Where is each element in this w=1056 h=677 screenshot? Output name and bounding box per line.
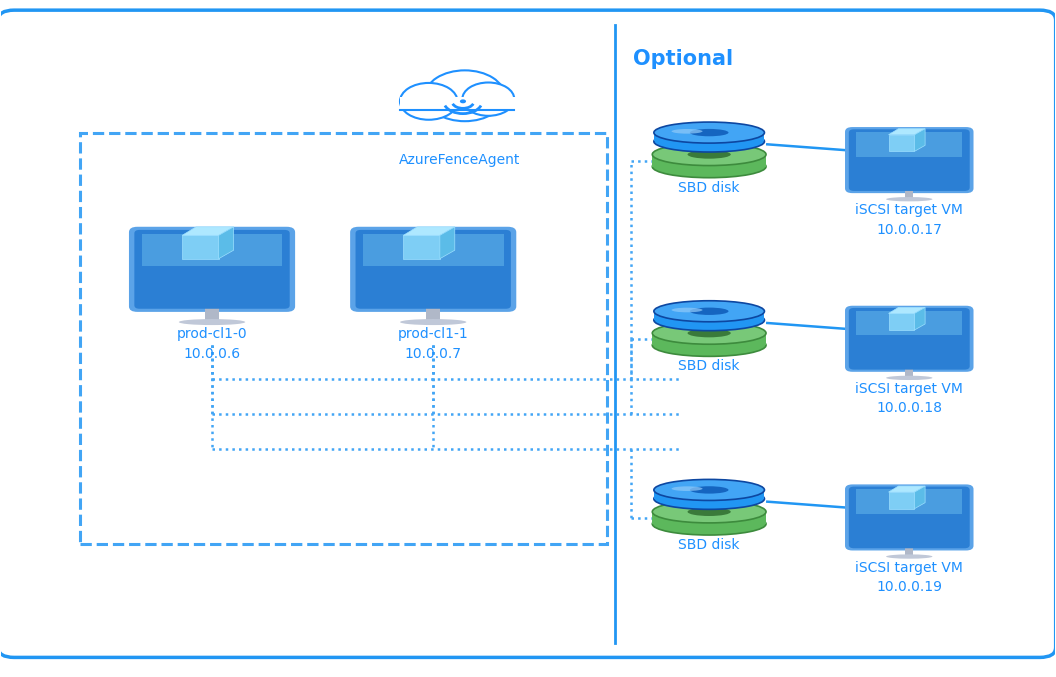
Text: prod-cl1-1
10.0.0.7: prod-cl1-1 10.0.0.7 — [398, 328, 469, 361]
Ellipse shape — [672, 307, 702, 312]
Bar — [205, 305, 220, 322]
Ellipse shape — [654, 488, 765, 509]
Ellipse shape — [653, 512, 766, 535]
Ellipse shape — [690, 486, 729, 494]
Polygon shape — [219, 227, 233, 259]
Ellipse shape — [672, 129, 702, 133]
Bar — [654, 311, 765, 320]
Ellipse shape — [654, 309, 765, 330]
Bar — [856, 132, 962, 157]
Bar — [905, 365, 913, 378]
Ellipse shape — [886, 376, 932, 380]
Bar — [426, 305, 440, 322]
Ellipse shape — [687, 150, 731, 158]
Ellipse shape — [654, 301, 765, 322]
FancyBboxPatch shape — [849, 308, 969, 370]
Bar — [363, 234, 504, 266]
Ellipse shape — [886, 197, 932, 201]
Ellipse shape — [653, 334, 766, 356]
Ellipse shape — [687, 508, 731, 516]
Polygon shape — [888, 486, 925, 492]
Polygon shape — [440, 227, 455, 259]
Ellipse shape — [672, 486, 702, 491]
Bar — [856, 311, 962, 335]
Ellipse shape — [178, 319, 245, 325]
Bar — [905, 544, 913, 556]
Polygon shape — [403, 227, 455, 236]
Ellipse shape — [687, 329, 731, 337]
FancyBboxPatch shape — [356, 230, 511, 309]
Bar — [654, 133, 765, 141]
FancyBboxPatch shape — [351, 227, 516, 312]
FancyBboxPatch shape — [0, 10, 1056, 657]
Polygon shape — [888, 307, 925, 313]
Text: AzureFenceAgent: AzureFenceAgent — [399, 153, 521, 167]
Text: Optional: Optional — [634, 49, 734, 68]
Polygon shape — [183, 236, 219, 259]
Bar — [80, 133, 607, 544]
Ellipse shape — [400, 319, 467, 325]
Text: iSCSI target VM
10.0.0.19: iSCSI target VM 10.0.0.19 — [855, 561, 963, 594]
Text: iSCSI target VM
10.0.0.17: iSCSI target VM 10.0.0.17 — [855, 203, 963, 237]
Circle shape — [426, 70, 505, 121]
Circle shape — [400, 83, 457, 120]
Text: prod-cl1-0
10.0.0.6: prod-cl1-0 10.0.0.6 — [176, 328, 247, 361]
Polygon shape — [888, 129, 925, 135]
Polygon shape — [914, 129, 925, 152]
Bar — [400, 97, 520, 110]
Text: SBD disk: SBD disk — [678, 181, 740, 195]
Bar — [142, 234, 282, 266]
FancyBboxPatch shape — [845, 485, 974, 550]
Ellipse shape — [690, 129, 729, 136]
Text: SBD disk: SBD disk — [678, 538, 740, 552]
Ellipse shape — [654, 122, 765, 143]
Text: iSCSI target VM
10.0.0.18: iSCSI target VM 10.0.0.18 — [855, 382, 963, 416]
Bar — [653, 333, 766, 345]
FancyBboxPatch shape — [849, 129, 969, 191]
Ellipse shape — [690, 307, 729, 315]
Ellipse shape — [654, 479, 765, 500]
FancyBboxPatch shape — [845, 127, 974, 193]
Bar — [653, 512, 766, 524]
Polygon shape — [403, 236, 440, 259]
Polygon shape — [888, 492, 914, 508]
FancyBboxPatch shape — [129, 227, 295, 312]
Text: SBD disk: SBD disk — [678, 359, 740, 374]
Bar — [856, 489, 962, 514]
Ellipse shape — [653, 144, 766, 166]
Circle shape — [463, 83, 514, 116]
Ellipse shape — [886, 554, 932, 559]
Ellipse shape — [653, 322, 766, 344]
FancyBboxPatch shape — [849, 487, 969, 548]
Circle shape — [459, 100, 466, 104]
Bar — [654, 490, 765, 499]
Polygon shape — [888, 313, 914, 330]
Polygon shape — [914, 307, 925, 330]
Polygon shape — [183, 227, 233, 236]
Bar — [905, 186, 913, 199]
Bar — [653, 154, 766, 167]
FancyBboxPatch shape — [134, 230, 289, 309]
Ellipse shape — [653, 501, 766, 523]
Ellipse shape — [653, 156, 766, 177]
Polygon shape — [888, 135, 914, 152]
Ellipse shape — [654, 131, 765, 152]
Polygon shape — [914, 486, 925, 508]
FancyBboxPatch shape — [845, 306, 974, 372]
